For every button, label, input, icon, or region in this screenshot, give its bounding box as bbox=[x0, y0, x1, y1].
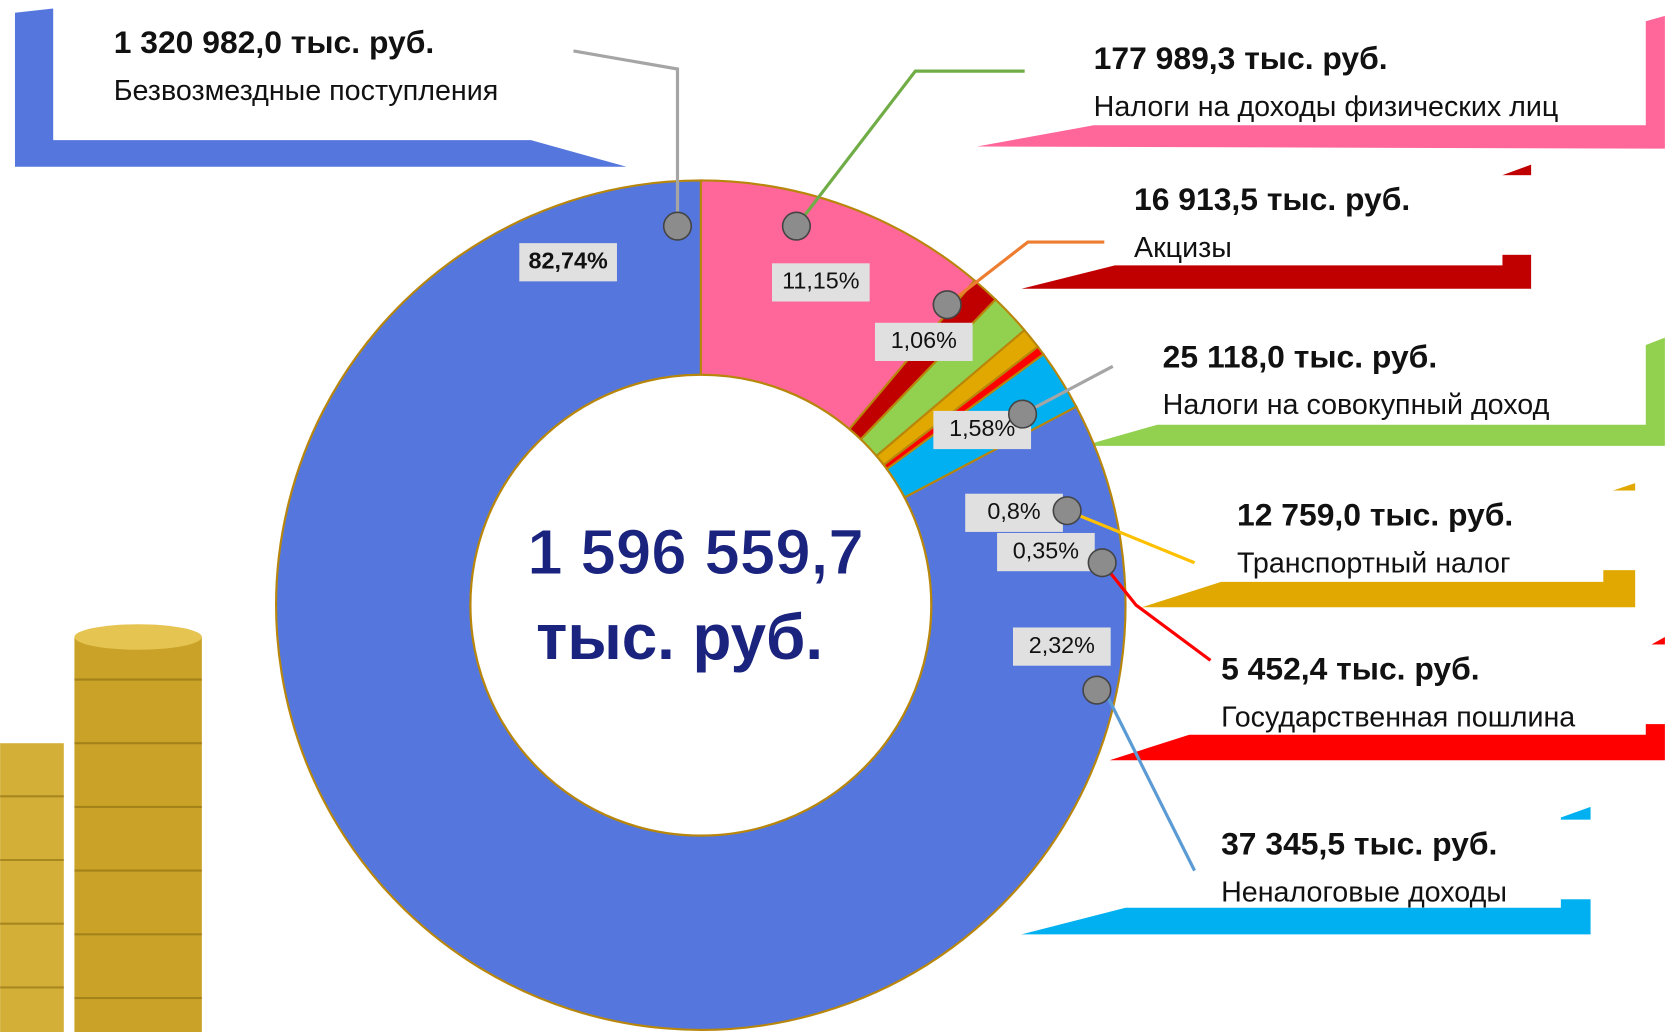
amount-label: 25 118,0 тыс. руб. bbox=[1163, 338, 1438, 374]
leader-dot bbox=[1088, 549, 1116, 577]
category-label: Налоги на совокупный доход bbox=[1163, 389, 1550, 421]
pct-label: 11,15% bbox=[782, 268, 859, 294]
amount-label: 16 913,5 тыс. руб. bbox=[1134, 181, 1410, 217]
pct-label: 0,35% bbox=[1013, 537, 1079, 563]
pct-label: 0,8% bbox=[987, 498, 1040, 524]
category-label: Транспортный налог bbox=[1237, 547, 1510, 579]
leader-dot bbox=[1053, 497, 1081, 525]
amount-label: 5 452,4 тыс. руб. bbox=[1221, 650, 1480, 686]
category-label: Безвозмездные поступления bbox=[114, 75, 499, 107]
leader-dot bbox=[664, 212, 692, 240]
total-unit: тыс. руб. bbox=[536, 602, 823, 673]
category-label: Налоги на доходы физических лиц bbox=[1094, 91, 1559, 123]
coins bbox=[0, 531, 234, 1032]
category-label: Неналоговые доходы bbox=[1221, 877, 1507, 909]
amount-label: 177 989,3 тыс. руб. bbox=[1094, 40, 1388, 76]
category-label: Государственная пошлина bbox=[1221, 701, 1575, 733]
amount-label: 12 759,0 тыс. руб. bbox=[1237, 496, 1513, 532]
leader-dot bbox=[783, 212, 811, 240]
amount-label: 37 345,5 тыс. руб. bbox=[1221, 826, 1497, 862]
category-label: Акцизы bbox=[1134, 232, 1232, 264]
leader-dot bbox=[1083, 676, 1111, 704]
leader-line bbox=[1104, 690, 1194, 870]
amount-label: 1 320 982,0 тыс. руб. bbox=[114, 24, 435, 60]
pct-label: 1,06% bbox=[891, 327, 957, 353]
pct-label: 2,32% bbox=[1029, 632, 1095, 658]
leader-dot bbox=[933, 291, 961, 319]
total-value: 1 596 559,7 bbox=[527, 517, 863, 588]
pct-label: 1,58% bbox=[949, 415, 1015, 441]
chart: 177 989,3 тыс. руб. Налоги на доходы физи… bbox=[0, 0, 1665, 1032]
pct-label: 82,74% bbox=[529, 247, 608, 273]
leader-dot bbox=[1009, 400, 1037, 428]
